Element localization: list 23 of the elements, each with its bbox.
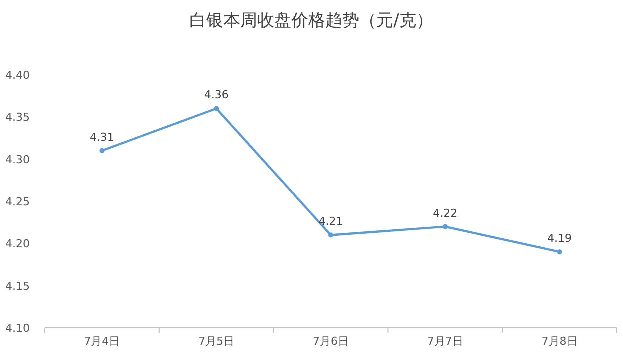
y-tick-label: 4.30 xyxy=(6,153,30,166)
x-tick-label: 7月7日 xyxy=(427,335,464,348)
point xyxy=(557,250,562,255)
x-tick-label: 7月8日 xyxy=(542,335,578,348)
point xyxy=(214,106,220,112)
data-label: 4.31 xyxy=(90,130,114,144)
x-tick-label: 7月6日 xyxy=(313,335,349,348)
y-tick-label: 4.25 xyxy=(6,196,30,208)
y-tick-label: 4.10 xyxy=(6,322,30,335)
x-tick-label: 7月5日 xyxy=(198,335,235,348)
y-tick-label: 4.40 xyxy=(6,69,30,82)
y-tick-label: 4.20 xyxy=(6,238,30,251)
chart-title: 白银本周收盘价格趋势（元/克） xyxy=(190,11,434,31)
point xyxy=(442,224,448,230)
y-tick-label: 4.15 xyxy=(6,280,30,293)
point xyxy=(328,232,334,238)
data-label: 4.22 xyxy=(433,206,458,220)
point xyxy=(100,148,105,154)
y-tick-label: 4.35 xyxy=(6,111,30,124)
data-label: 4.21 xyxy=(318,215,344,228)
data-label: 4.36 xyxy=(204,88,229,102)
x-tick-label: 7月4日 xyxy=(84,335,120,348)
data-label: 4.19 xyxy=(548,232,572,246)
